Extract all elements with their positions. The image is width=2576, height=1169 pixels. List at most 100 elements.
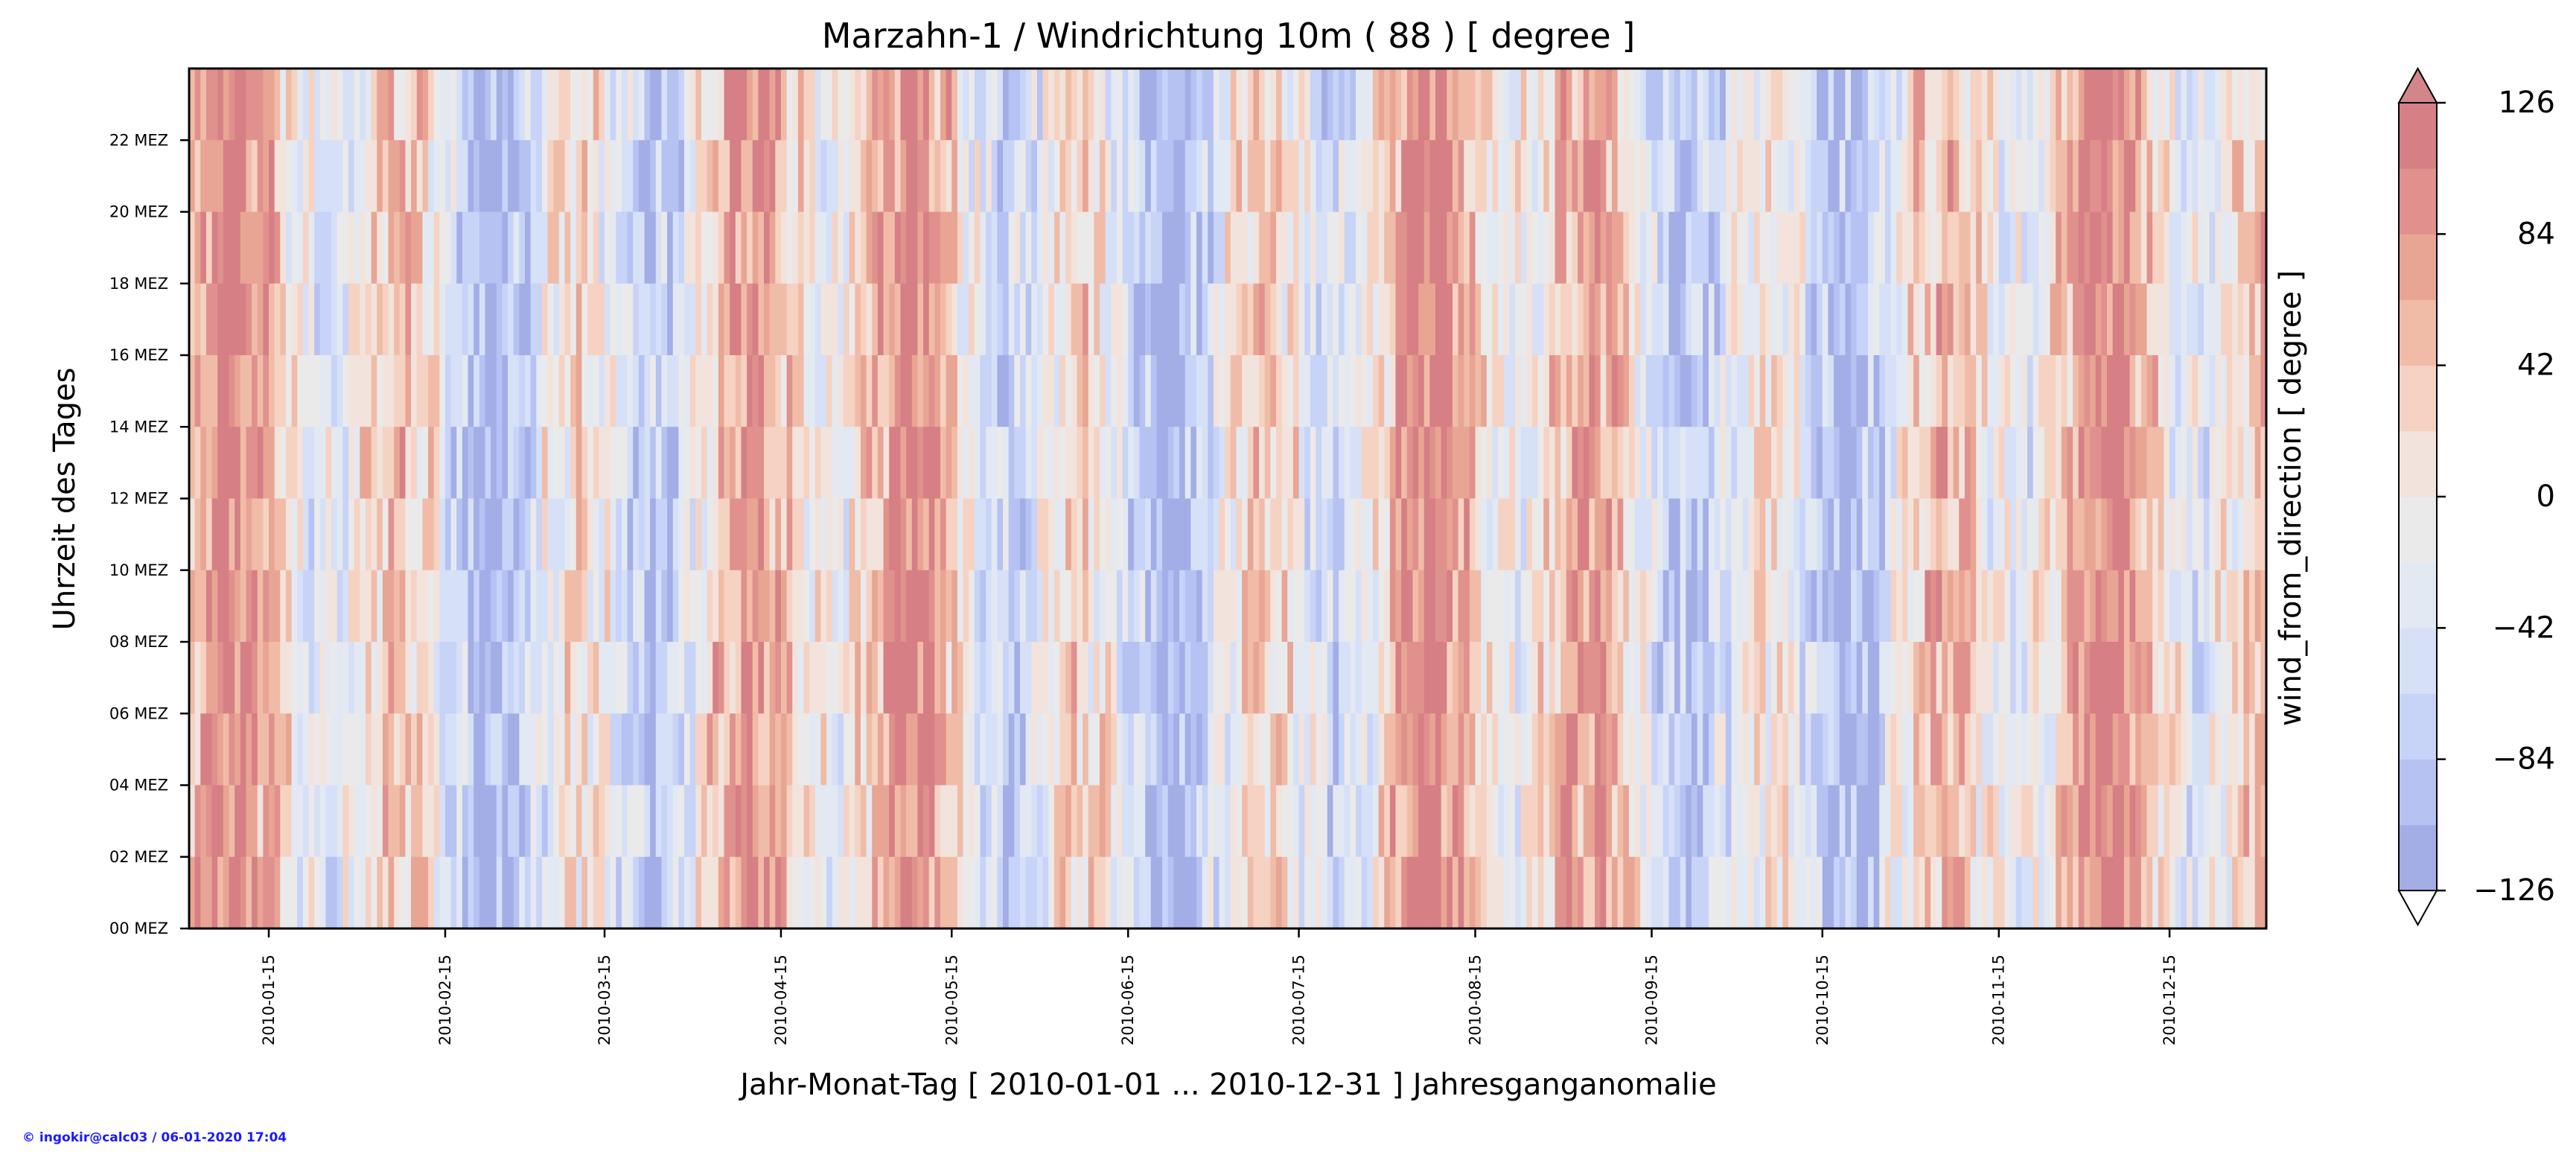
heatmap-cell (616, 642, 622, 715)
heatmap-cell (1953, 785, 1960, 858)
heatmap-cell (354, 211, 361, 284)
heatmap-cell (1611, 498, 1619, 571)
heatmap-cell (986, 69, 992, 141)
heatmap-cell (1173, 642, 1180, 715)
heatmap-cell (1139, 642, 1146, 715)
heatmap-cell (1298, 570, 1305, 643)
heatmap-cell (1008, 283, 1016, 356)
heatmap-cell (2010, 69, 2017, 141)
heatmap-cell (1156, 283, 1163, 356)
heatmap-cell (735, 570, 742, 643)
heatmap-cell (1253, 211, 1260, 284)
heatmap-cell (280, 642, 287, 715)
heatmap-cell (1645, 427, 1653, 500)
heatmap-cell (2101, 713, 2108, 786)
heatmap-cell (2021, 211, 2028, 284)
heatmap-cell (838, 427, 844, 500)
heatmap-cell (809, 427, 816, 500)
heatmap-cell (1691, 211, 1698, 284)
heatmap-cell (2198, 427, 2204, 500)
heatmap-cell (1691, 642, 1698, 715)
heatmap-cell (1942, 856, 1948, 929)
heatmap-cell (1281, 785, 1289, 858)
heatmap-cell (444, 570, 452, 643)
heatmap-cell (1042, 355, 1050, 428)
heatmap-cell (1657, 713, 1664, 786)
heatmap-cell (1139, 498, 1146, 571)
heatmap-cell (2073, 140, 2079, 213)
heatmap-cell (337, 427, 344, 500)
heatmap-cell (974, 856, 981, 929)
heatmap-cell (252, 713, 258, 786)
heatmap-cell (1537, 713, 1545, 786)
heatmap-cell (633, 498, 640, 571)
heatmap-cell (1595, 283, 1601, 356)
heatmap-cell (877, 570, 884, 643)
heatmap-cell (1572, 140, 1578, 213)
heatmap-cell (1292, 498, 1300, 571)
heatmap-cell (2044, 69, 2051, 141)
heatmap-cell (2061, 355, 2068, 428)
heatmap-cell (1776, 570, 1784, 643)
heatmap-cell (1828, 427, 1834, 500)
heatmap-cell (974, 211, 981, 284)
heatmap-cell (1173, 355, 1180, 428)
heatmap-cell (524, 211, 532, 284)
heatmap-cell (223, 856, 230, 929)
heatmap-cell (797, 570, 805, 643)
heatmap-cell (872, 713, 879, 786)
heatmap-cell (1053, 570, 1061, 643)
heatmap-cell (2101, 570, 2108, 643)
heatmap-cell (1418, 498, 1425, 571)
heatmap-cell (1077, 283, 1083, 356)
heatmap-cell (2237, 355, 2245, 428)
heatmap-cell (957, 427, 964, 500)
heatmap-cell (644, 570, 651, 643)
heatmap-cell (1333, 140, 1339, 213)
heatmap-cell (758, 498, 765, 571)
heatmap-cell (1492, 856, 1499, 929)
heatmap-cell (969, 498, 975, 571)
heatmap-cell (2010, 785, 2017, 858)
heatmap-cell (2073, 570, 2079, 643)
heatmap-cell (2203, 785, 2210, 858)
heatmap-cell (1845, 785, 1852, 858)
heatmap-cell (1264, 642, 1272, 715)
heatmap-cell (730, 785, 736, 858)
heatmap-cell (1225, 570, 1231, 643)
heatmap-cell (786, 355, 794, 428)
heatmap-cell (2073, 856, 2079, 929)
heatmap-cell (621, 713, 628, 786)
heatmap-cell (1884, 713, 1892, 786)
heatmap-cell (394, 498, 401, 571)
heatmap-cell (558, 713, 566, 786)
heatmap-cell (1316, 427, 1322, 500)
heatmap-cell (928, 140, 936, 213)
heatmap-cell (1595, 713, 1601, 786)
heatmap-cell (319, 283, 327, 356)
heatmap-cell (291, 427, 299, 500)
heatmap-cell (1111, 355, 1118, 428)
heatmap-cell (302, 570, 310, 643)
heatmap-cell (1384, 713, 1391, 786)
heatmap-cell (1976, 69, 1983, 141)
colorbar-level (2399, 103, 2437, 169)
heatmap-cell (1435, 140, 1442, 213)
heatmap-cell (2015, 211, 2023, 284)
heatmap-cell (826, 211, 833, 284)
heatmap-cell (1600, 856, 1607, 929)
heatmap-cell (1560, 69, 1567, 141)
heatmap-cell (1424, 140, 1431, 213)
heatmap-cell (439, 498, 446, 571)
heatmap-cell (274, 713, 281, 786)
heatmap-cell (1247, 642, 1254, 715)
heatmap-cell (1100, 713, 1106, 786)
heatmap-cell (269, 570, 275, 643)
heatmap-cell (485, 785, 491, 858)
heatmap (189, 69, 2267, 929)
heatmap-cell (1770, 211, 1778, 284)
heatmap-cell (1196, 498, 1203, 571)
heatmap-cell (661, 570, 668, 643)
heatmap-cell (331, 498, 338, 571)
heatmap-cell (263, 498, 270, 571)
